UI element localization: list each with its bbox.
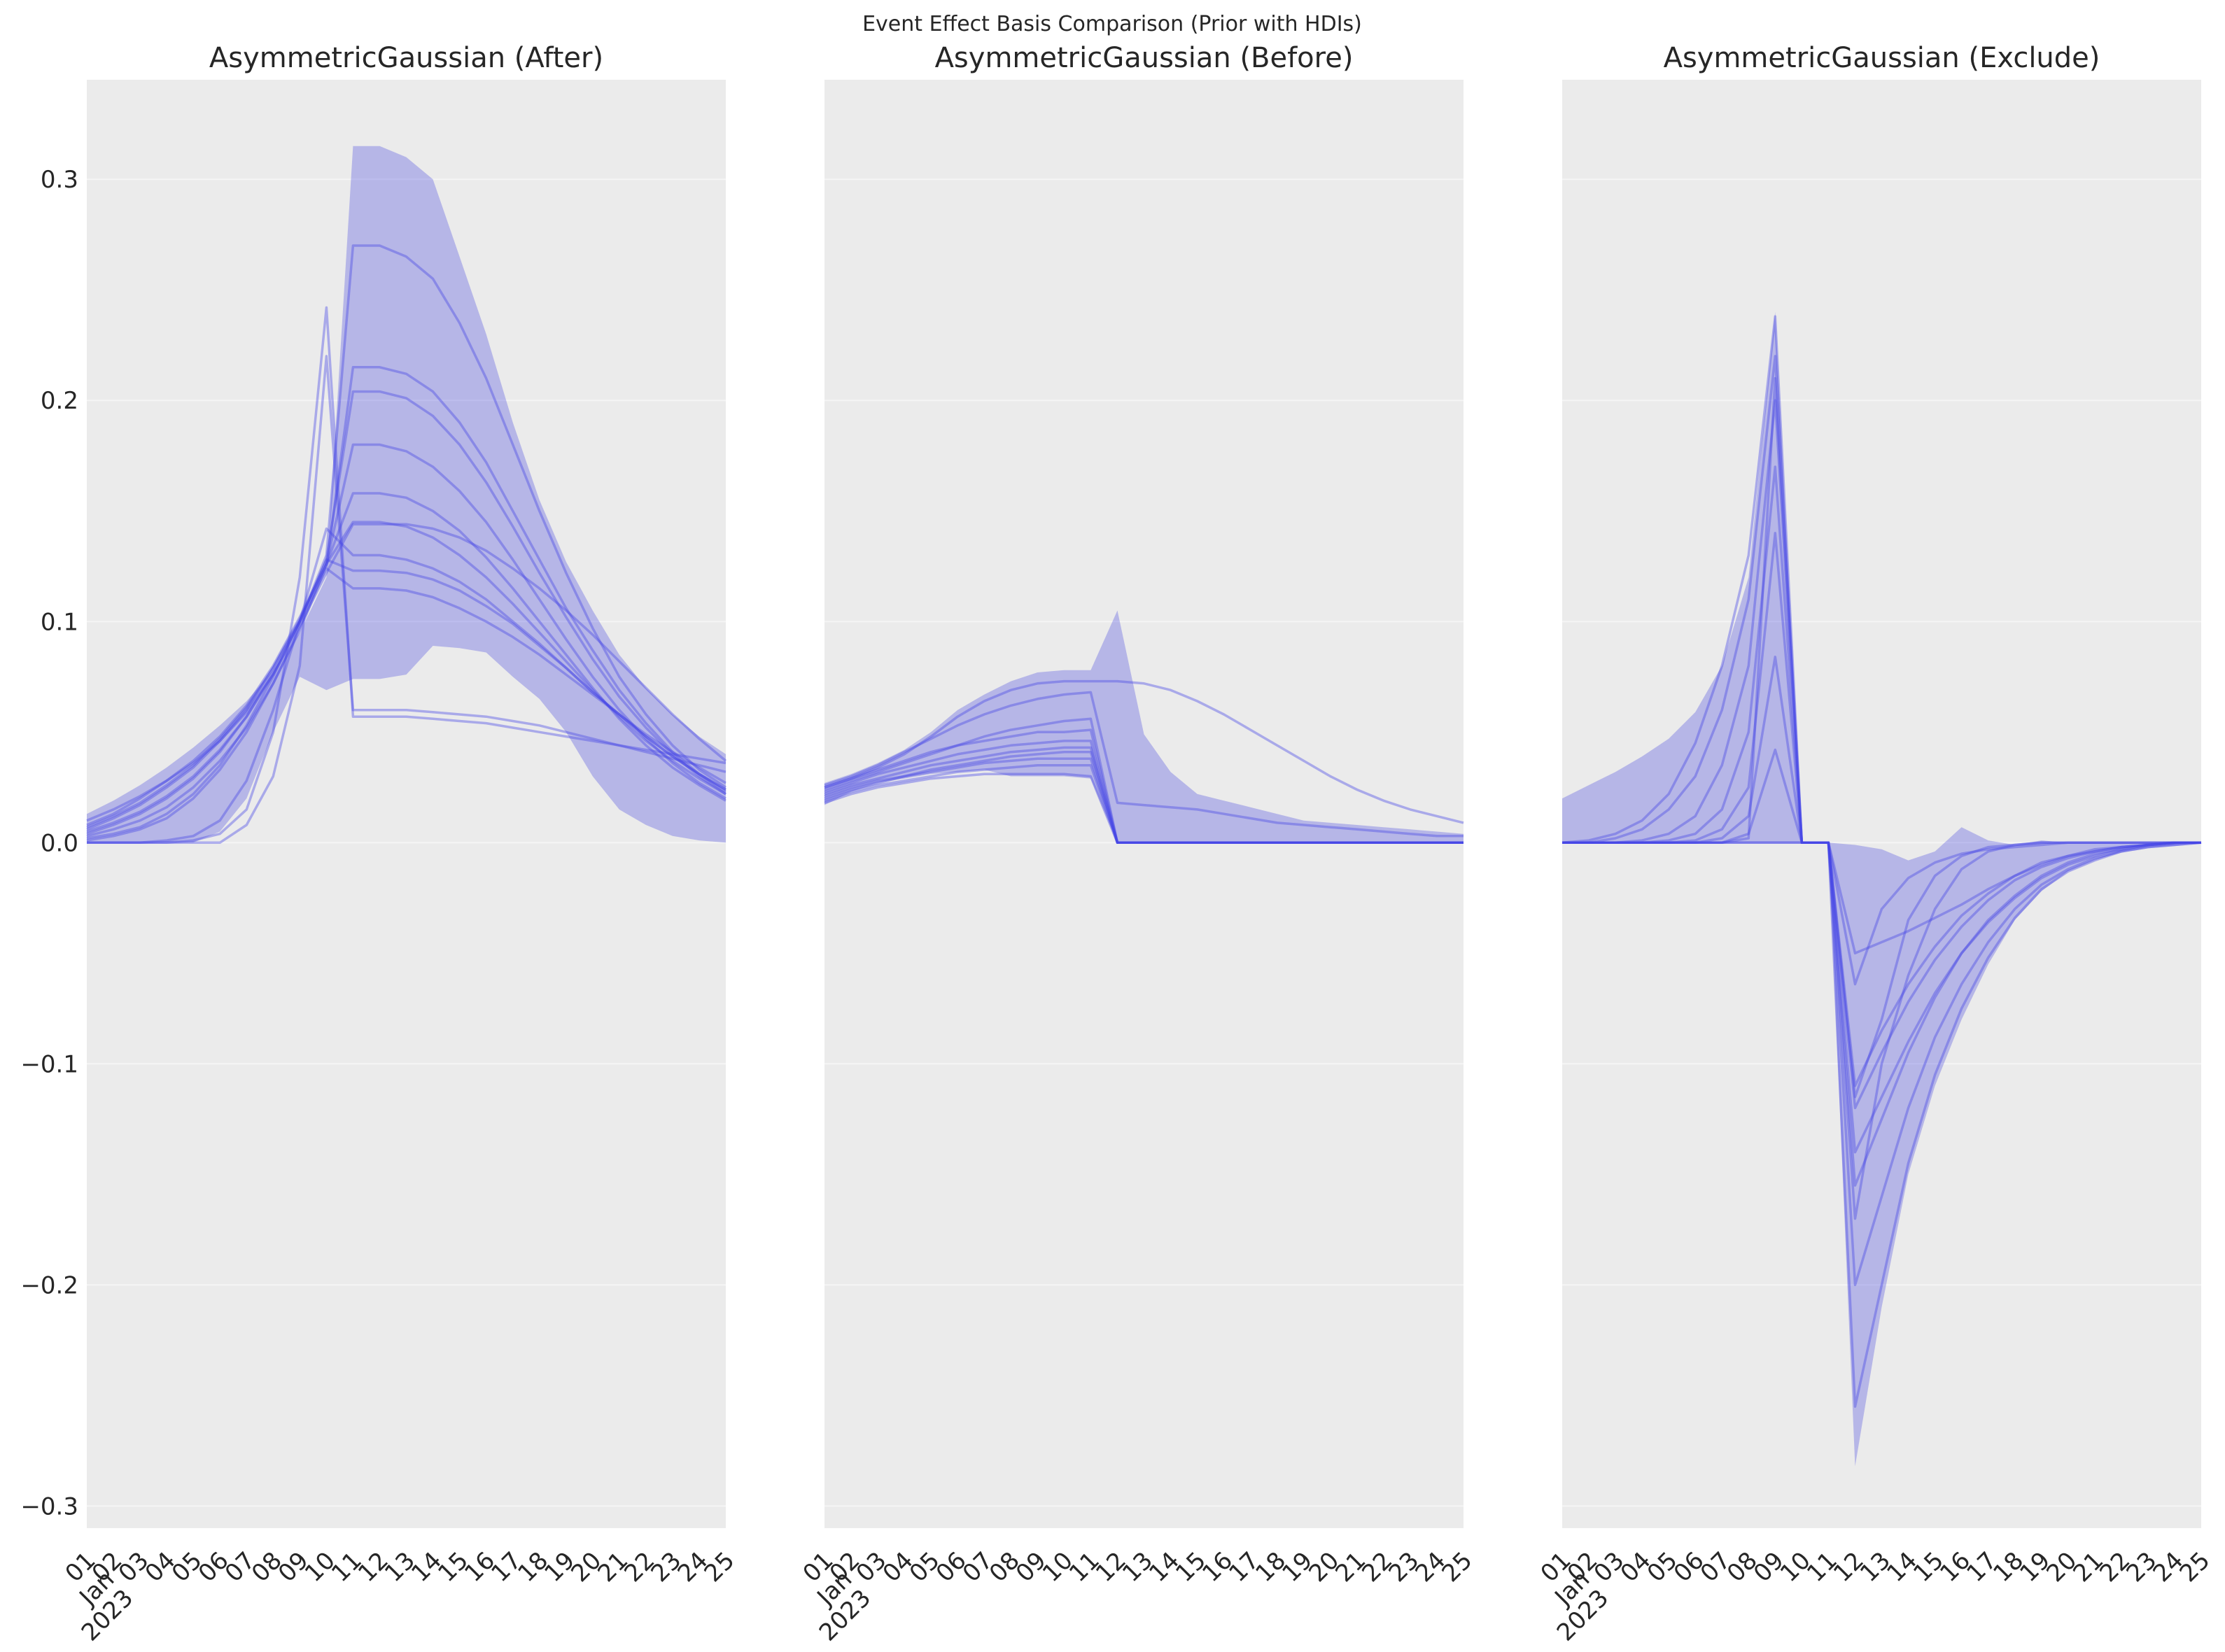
sample-line-6 [1562,656,2201,1087]
y-tick-label: −0.1 [20,1050,78,1078]
sample-line-12 [87,527,727,845]
sample-line-4 [86,443,727,831]
sample-line-3 [86,390,727,835]
subplot-3: AsymmetricGaussian (Exclude)01Jan2023020… [1536,42,2216,1646]
sample-line-5 [86,492,727,826]
y-tick-label: −0.2 [20,1271,78,1299]
sample-line-6 [824,746,1464,845]
y-tick-label: −0.3 [20,1492,78,1520]
y-tick-label: 0.3 [41,166,78,194]
sample-line-7 [1562,748,2201,986]
subplot-title: AsymmetricGaussian (Exclude) [1664,42,2100,74]
hdi-band [824,610,1464,843]
sample-line-10 [824,750,1464,845]
plot-area [824,80,1464,1528]
sample-line-2 [86,366,727,842]
sample-line-3 [824,717,1464,845]
sample-line-7 [86,523,727,822]
plot-area [87,80,726,1528]
sample-line-9 [1562,841,2201,1099]
sample-line-8 [86,558,727,833]
sample-line-5 [824,740,1464,845]
subplot-2: AsymmetricGaussian (Before)01Jan20230203… [798,42,1478,1646]
sample-line-3 [1562,399,2201,1187]
sample-line-6 [86,521,727,838]
sample-line-8 [824,763,1464,845]
subplot-1: AsymmetricGaussian (After) −0.3 −0.2 −0.1 0.… [20,42,740,1646]
sample-line-11 [87,355,727,845]
sample-line-7 [824,757,1464,845]
hdi-band [1562,311,2201,1467]
sample-line-4 [824,728,1464,845]
y-tick-label: 0.1 [41,608,78,636]
sample-line-1 [86,244,727,840]
subplot-title: AsymmetricGaussian (After) [209,42,603,74]
plot-area [1562,80,2201,1528]
y-tick-label: 0.2 [41,387,78,415]
sample-line-5 [1562,532,2201,1110]
sample-line-1 [1561,315,2202,1408]
sample-line-10 [1562,841,2201,1220]
subplot-title: AsymmetricGaussian (Before) [935,42,1354,74]
sample-line-8 [1562,376,2201,955]
sample-line-2 [824,691,1464,838]
figure-suptitle: Event Effect Basis Comparison (Prior wit… [862,12,1362,36]
sample-line-2 [1562,355,2202,1287]
sample-line-4 [1562,465,2201,1154]
sample-line-9 [824,772,1464,845]
sample-line-9 [86,567,727,828]
sample-line-1 [824,679,1464,824]
subplots: AsymmetricGaussian (After) −0.3 −0.2 −0.1 0.… [20,42,2215,1646]
y-tick-label: 0.0 [41,829,78,857]
hdi-band [87,146,726,843]
sample-line-10 [87,306,727,845]
